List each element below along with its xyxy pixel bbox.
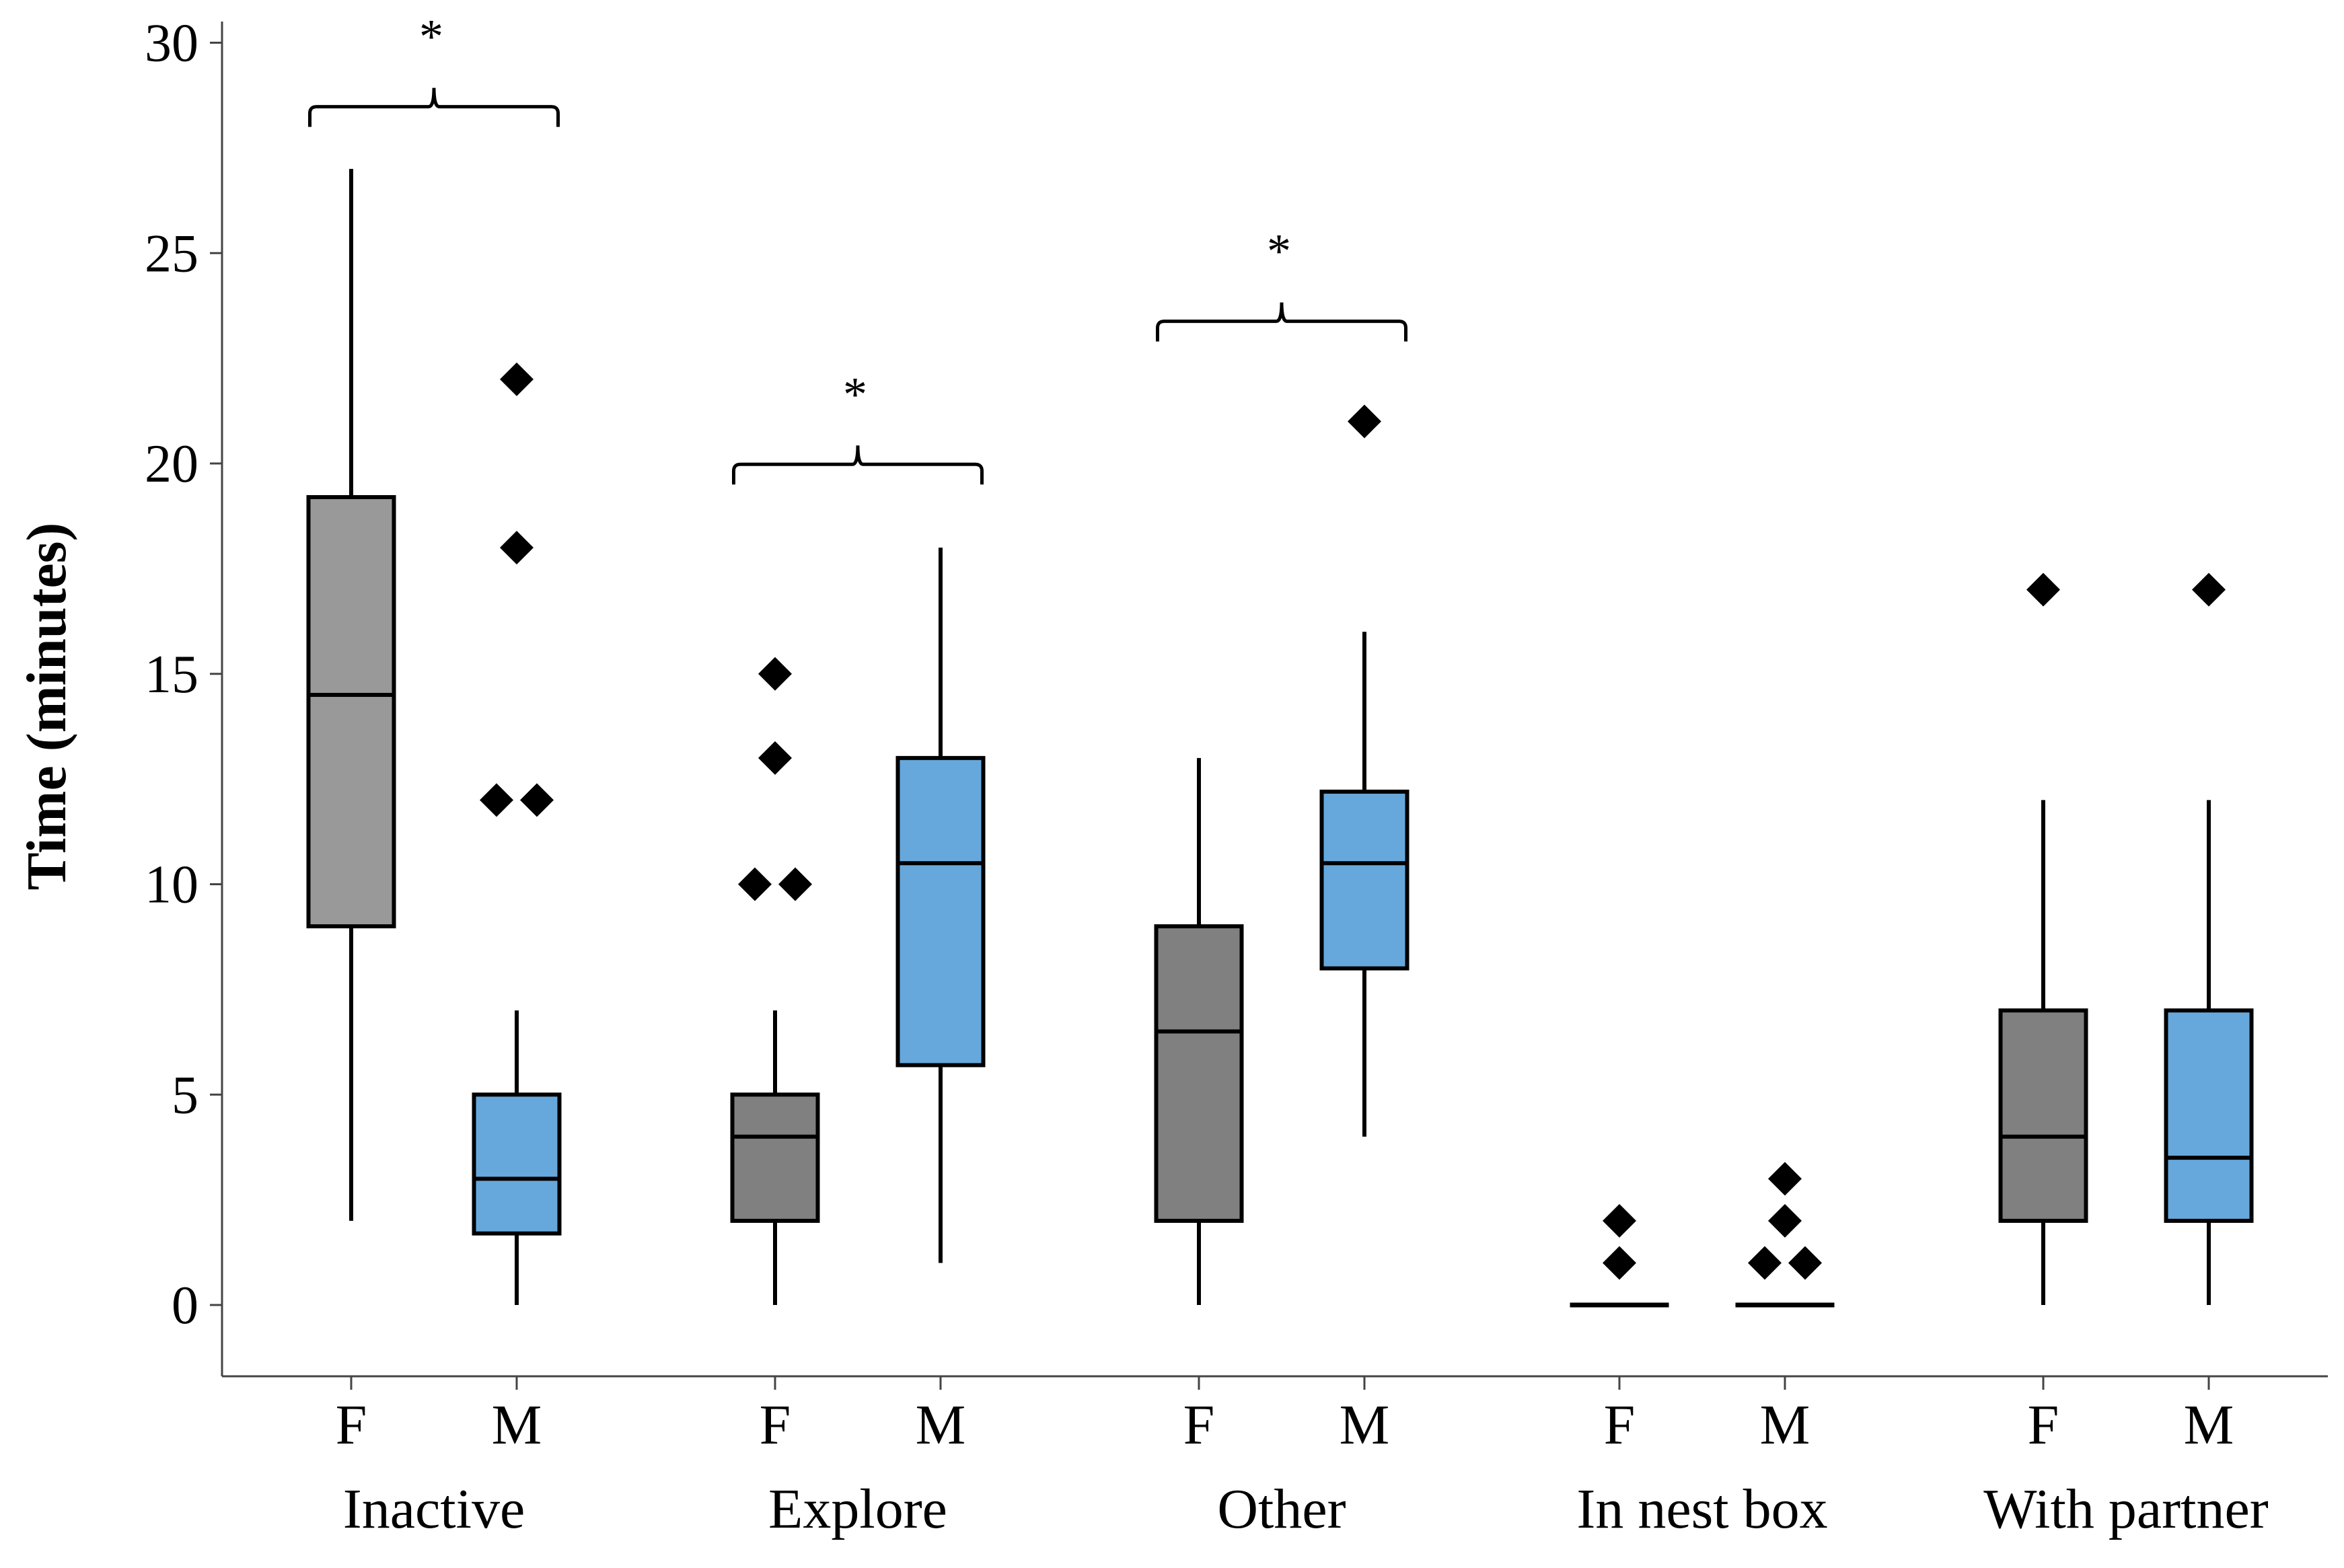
significance-label: * — [1267, 225, 1291, 278]
group-label: Other — [1217, 1478, 1346, 1540]
outlier-marker — [1768, 1203, 1802, 1238]
box-M — [472, 1092, 562, 1236]
outlier-marker — [2026, 572, 2060, 607]
outlier-marker — [738, 867, 772, 901]
group-label: Inactive — [343, 1478, 525, 1540]
y-tick-label: 15 — [145, 645, 198, 704]
significance-label: * — [419, 10, 443, 64]
box-F — [1998, 1008, 2088, 1223]
outlier-layer — [480, 362, 2226, 1280]
x-tick-label: F — [1183, 1394, 1215, 1456]
significance-label: * — [843, 367, 867, 421]
outlier-marker — [1788, 1246, 1822, 1280]
group-label: With partner — [1983, 1478, 2268, 1540]
box-F — [306, 495, 396, 929]
y-tick-label: 30 — [145, 14, 198, 73]
box-M — [2164, 1008, 2254, 1223]
group-label: In nest box — [1576, 1478, 1827, 1540]
outlier-marker — [758, 657, 792, 691]
outlier-marker — [500, 531, 534, 565]
outlier-marker — [1603, 1203, 1636, 1238]
y-tick-label: 10 — [145, 856, 198, 915]
outlier-marker — [758, 741, 792, 775]
box-M — [895, 755, 986, 1068]
outlier-marker — [500, 362, 534, 396]
outlier-marker — [520, 783, 554, 817]
box-F — [730, 1092, 820, 1223]
box-layer — [306, 169, 2254, 1308]
y-axis-label: Time (minutes) — [15, 523, 78, 891]
outlier-marker — [778, 867, 812, 901]
y-tick-label: 25 — [145, 224, 198, 283]
significance-bracket — [308, 87, 560, 127]
box-M — [1319, 789, 1409, 971]
x-tick-label: M — [492, 1394, 542, 1456]
outlier-marker — [1348, 404, 1381, 439]
x-tick-label: F — [760, 1394, 791, 1456]
outlier-marker — [1768, 1162, 1802, 1196]
group-label: Explore — [768, 1478, 947, 1540]
outlier-marker — [2192, 572, 2226, 607]
x-tick-label: M — [2184, 1394, 2234, 1456]
x-tick-label: F — [336, 1394, 367, 1456]
x-tick-label: F — [2028, 1394, 2059, 1456]
x-tick-label: M — [1760, 1394, 1810, 1456]
x-tick-label: M — [916, 1394, 966, 1456]
x-tick-label: M — [1340, 1394, 1390, 1456]
y-tick-label: 0 — [172, 1276, 198, 1335]
y-tick-label: 5 — [172, 1066, 198, 1125]
significance-bracket — [732, 445, 984, 485]
significance-layer: * * * — [308, 10, 1407, 485]
box-F — [1154, 924, 1244, 1223]
significance-bracket — [1156, 302, 1407, 342]
y-tick-label: 20 — [145, 435, 198, 494]
outlier-marker — [480, 783, 513, 817]
x-tick-label: F — [1604, 1394, 1636, 1456]
outlier-marker — [1748, 1246, 1782, 1280]
outlier-marker — [1603, 1246, 1636, 1280]
